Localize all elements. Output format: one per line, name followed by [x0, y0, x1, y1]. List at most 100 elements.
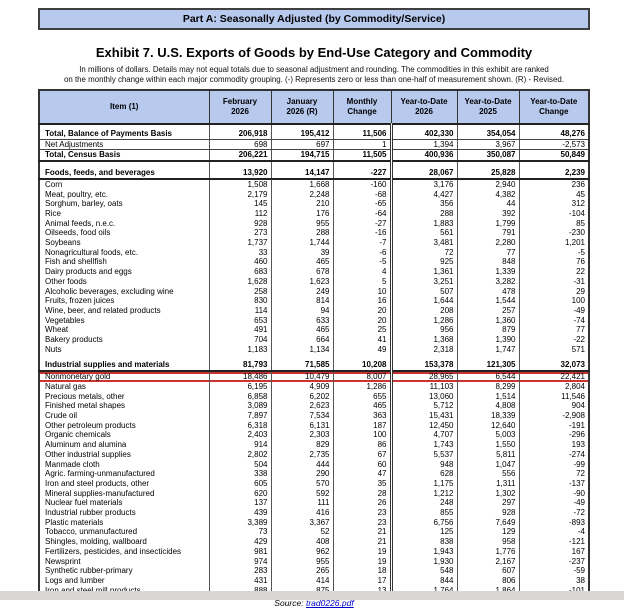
- value-cell: -893: [518, 517, 590, 528]
- value-cell: 13: [332, 585, 391, 596]
- value-cell: 2,280: [456, 238, 519, 248]
- value-cell: 955: [270, 218, 333, 229]
- value-cell: 1,550: [456, 440, 519, 450]
- item-label: Other foods: [38, 276, 209, 287]
- col-header-ytd-2026: Year-to-Date 2026: [390, 89, 458, 125]
- value-cell: 19: [332, 546, 391, 557]
- value-cell: 20: [332, 315, 391, 326]
- value-cell: 19: [332, 556, 391, 567]
- value-cell: -99: [518, 459, 590, 470]
- col-header-february: February 2026: [208, 89, 272, 125]
- value-cell: -296: [518, 430, 590, 441]
- value-cell: 13,060: [389, 391, 457, 402]
- value-cell: 5,003: [456, 430, 519, 441]
- value-cell: 1,286: [332, 381, 391, 392]
- value-cell: 44: [456, 199, 519, 209]
- value-cell: 4,382: [456, 189, 519, 200]
- value-cell: -90: [518, 488, 590, 499]
- value-cell: 956: [389, 325, 457, 336]
- value-cell: 48,276: [518, 124, 590, 140]
- value-cell: 633: [270, 315, 333, 326]
- table-row: Precious metals, other 6,858 6,202 655 13,06…: [38, 391, 590, 402]
- value-cell: 429: [208, 537, 271, 547]
- value-cell: 236: [518, 178, 590, 190]
- item-label: Tobacco, unmanufactured: [38, 527, 209, 538]
- value-cell: 491: [208, 325, 271, 336]
- value-cell: 86: [332, 440, 391, 450]
- exports-table: Item (1) February 2026 January 2026 (R) …: [38, 89, 590, 596]
- table-row: Plastic materials 3,389 3,367 23 6,756 7,649-…: [38, 517, 590, 528]
- value-cell: 249: [270, 286, 333, 297]
- value-cell: 948: [389, 459, 457, 470]
- value-cell: 664: [270, 335, 333, 345]
- value-cell: -6: [332, 247, 391, 258]
- value-cell: 875: [270, 585, 333, 596]
- item-label: Fertilizers, pesticides, and insecticide…: [38, 546, 209, 557]
- value-cell: 653: [208, 315, 271, 326]
- value-cell: 3,367: [270, 517, 333, 528]
- value-cell: 1,737: [208, 238, 271, 248]
- value-cell: 3,389: [208, 517, 271, 528]
- value-cell: 829: [270, 440, 333, 450]
- value-cell: 11,103: [389, 381, 457, 392]
- value-cell: 1,212: [389, 488, 457, 499]
- value-cell: 1,544: [456, 296, 519, 306]
- value-cell: -27: [332, 218, 391, 229]
- item-label: Industrial supplies and materials: [38, 354, 209, 373]
- value-cell: 830: [208, 296, 271, 306]
- value-cell: 1,201: [518, 238, 590, 248]
- value-cell: 6,544: [456, 371, 519, 382]
- value-cell: -49: [518, 498, 590, 509]
- value-cell: 683: [208, 267, 271, 277]
- value-cell: 265: [270, 566, 333, 576]
- value-cell: 605: [208, 478, 271, 489]
- item-label: Sorghum, barley, oats: [38, 199, 209, 209]
- item-label: Oilseeds, food oils: [38, 228, 209, 239]
- value-cell: 2,802: [208, 449, 271, 460]
- value-cell: 187: [332, 420, 391, 431]
- col-header-monthly: Monthly Change: [332, 89, 392, 125]
- table-row: Fish and shellfish 460 465 -5 925 848 76: [38, 257, 590, 268]
- value-cell: 3,967: [456, 139, 519, 151]
- value-cell: -65: [332, 199, 391, 209]
- table-row: Logs and lumber 431 414 17 844 806 38: [38, 575, 590, 586]
- value-cell: 273: [208, 228, 271, 239]
- item-label: Alcoholic beverages, excluding wine: [38, 286, 209, 297]
- part-a-banner: Part A: Seasonally Adjusted (by Commodit…: [38, 8, 590, 30]
- value-cell: 408: [270, 537, 333, 547]
- item-label: Industrial rubber products: [38, 508, 209, 518]
- value-cell: 1,943: [389, 546, 457, 557]
- value-cell: 210: [270, 199, 333, 209]
- value-cell: 4,707: [389, 430, 457, 441]
- item-label: Bakery products: [38, 335, 209, 345]
- table-row: Bakery products 704 664 41 1,368 1,390 -22: [38, 335, 590, 345]
- value-cell: 655: [332, 391, 391, 402]
- value-cell: 791: [456, 228, 519, 239]
- value-cell: 2,735: [270, 449, 333, 460]
- value-cell: 125: [389, 527, 457, 538]
- value-cell: 1,394: [389, 139, 457, 151]
- value-cell: 5,712: [389, 401, 457, 411]
- value-cell: 41: [332, 335, 391, 345]
- value-cell: 290: [270, 469, 333, 479]
- value-cell: 7,649: [456, 517, 519, 528]
- table-row: Mineral supplies-manufactured 620 592 28 1,2…: [38, 488, 590, 499]
- value-cell: -230: [518, 228, 590, 239]
- value-cell: 4,909: [270, 381, 333, 392]
- value-cell: 193: [518, 440, 590, 450]
- value-cell: 5: [332, 276, 391, 287]
- value-cell: 22: [518, 267, 590, 277]
- value-cell: 465: [270, 325, 333, 336]
- item-label: Agric. farming-unmanufactured: [38, 469, 209, 479]
- part-a-banner-text: Part A: Seasonally Adjusted (by Commodit…: [182, 13, 446, 25]
- table-row: Fruits, frozen juices 830 814 16 1,644 1,544 1…: [38, 296, 590, 306]
- item-label: Animal feeds, n.e.c.: [38, 218, 209, 229]
- value-cell: 592: [270, 488, 333, 499]
- item-label: Corn: [38, 178, 209, 190]
- value-cell: 460: [208, 257, 271, 268]
- value-cell: 72: [518, 469, 590, 479]
- table-row: Rice 112 176 -64 288 392 -104: [38, 208, 590, 219]
- table-row: Industrial rubber products 439 416 23 855 928…: [38, 508, 590, 518]
- table-row: Total, Balance of Payments Basis 206,918 1…: [38, 124, 590, 140]
- value-cell: 556: [456, 469, 519, 479]
